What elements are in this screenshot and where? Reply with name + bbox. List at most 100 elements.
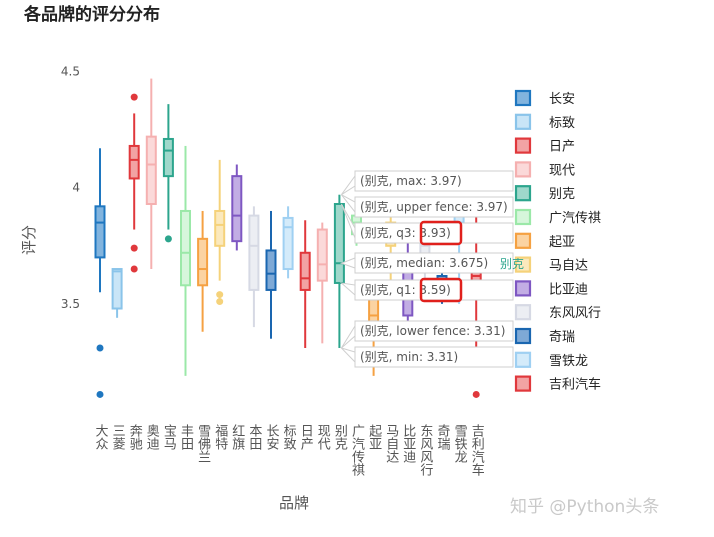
box-雪铁龙[interactable] [282,206,294,279]
legend-swatch [514,208,532,226]
legend-item[interactable]: 日产 [514,137,575,155]
box-series-group[interactable] [94,78,482,398]
outlier-point[interactable] [96,390,104,398]
box-比亚迪[interactable] [231,164,243,251]
x-tick-label: 奇瑞 [435,423,451,450]
x-tick-label: 长安 [264,424,280,450]
legend-label: 长安 [549,92,575,107]
y-tick-label: 4.5 [61,65,80,79]
box-长安[interactable] [94,148,106,398]
legend-label: 东风风行 [549,306,601,321]
outlier-point[interactable] [472,390,480,398]
iqr-box[interactable] [282,216,294,271]
tooltip-trace-label: 别克 [500,257,524,271]
legend-item[interactable]: 长安 [514,89,575,107]
x-tick-label: 日产 [298,424,314,451]
iqr-box[interactable] [162,137,174,178]
legend-item[interactable]: 别克 [514,185,575,202]
box-起亚[interactable] [197,210,209,332]
tooltip-pointer [340,174,356,196]
iqr-box[interactable] [316,228,328,282]
legend-item[interactable]: 吉利汽车 [514,375,601,393]
x-tick-label: 广汽传祺 [349,424,365,477]
tooltip-pointer [339,282,356,297]
tooltip-box [354,170,514,192]
hover-tooltip: (别克, median: 3.675) [339,252,514,274]
outlier-point[interactable] [96,344,104,352]
box-吉利汽车[interactable] [299,220,311,348]
tooltip-text: (别克, upper fence: 3.97) [360,200,508,214]
outlier-point[interactable] [164,235,172,243]
x-tick-label: 大众 [93,424,109,450]
legend-label: 吉利汽车 [549,377,601,393]
iqr-box[interactable] [197,237,209,287]
x-tick-label: 宝马 [161,424,177,450]
legend-label: 日产 [549,140,575,155]
box-标致[interactable] [111,268,123,318]
tooltip-text: (别克, q3: 3.93) [360,226,451,240]
legend-swatch [514,232,532,249]
iqr-box[interactable] [180,209,191,287]
box-现代[interactable] [145,78,157,270]
legend-swatch [514,89,532,107]
box-东风风行[interactable] [248,206,260,328]
legend-item[interactable]: 广汽传祺 [514,208,601,226]
iqr-box[interactable] [265,249,277,291]
box-日产[interactable] [128,93,140,273]
box-奇瑞[interactable] [265,210,277,339]
box-广汽传祺[interactable] [180,145,191,376]
legend-label: 广汽传祺 [549,211,601,226]
x-tick-label: 福特 [212,424,228,450]
iqr-box[interactable] [94,205,106,259]
iqr-box[interactable] [299,251,311,291]
legend-item[interactable]: 马自达 [514,256,588,274]
outlier-point[interactable] [216,298,224,306]
outlier-point[interactable] [130,265,138,273]
x-tick-label: 现代 [315,424,331,451]
box-trace-13[interactable] [316,222,328,344]
outlier-point[interactable] [216,291,224,299]
box-别克[interactable] [162,104,174,243]
legend-label: 奇瑞 [549,329,575,345]
tooltip-box [354,320,514,342]
x-tick-label: 本田 [246,424,262,450]
hover-tooltip: (别克, q3: 3.93) [340,203,514,244]
box-马自达[interactable] [214,159,226,306]
x-tick-label: 三菱 [110,424,126,450]
x-tick-label: 雪佛兰 [195,424,211,463]
box-trace-14[interactable] [333,194,345,348]
tooltip-text: (别克, q1: 3.59) [360,283,451,297]
legend-item[interactable]: 现代 [514,161,575,178]
tooltip-pointer [339,346,356,364]
iqr-box[interactable] [111,268,123,310]
outlier-point[interactable] [130,244,138,252]
x-tick-label: 东风风行 [417,424,433,477]
x-tick-label: 红旗 [229,423,245,451]
iqr-box[interactable] [333,203,345,284]
iqr-box[interactable] [214,209,226,247]
iqr-box[interactable] [231,175,243,243]
legend-item[interactable]: 起亚 [514,232,575,250]
x-tick-label: 吉利汽车 [469,424,485,476]
legend-item[interactable]: 比亚迪 [514,280,588,297]
y-axis-title: 评分 [20,225,38,255]
legend-item[interactable]: 奇瑞 [514,327,575,345]
legend-swatch [514,113,532,130]
legend-item[interactable]: 标致 [514,113,575,131]
tooltip-box [354,346,514,368]
legend-item[interactable]: 东风风行 [514,304,601,321]
legend-swatch [514,304,532,321]
x-tick-label: 奥迪 [144,424,160,451]
legend-item[interactable]: 雪铁龙 [514,351,588,369]
iqr-box[interactable] [145,135,157,205]
iqr-box[interactable] [128,144,140,180]
iqr-box[interactable] [248,214,260,291]
legend-swatch [514,351,532,368]
legend-swatch [514,280,532,297]
x-tick-label: 别克 [332,424,348,451]
hover-tooltip: (别克, upper fence: 3.97) [341,194,514,218]
legend-label: 比亚迪 [549,282,588,297]
outlier-point[interactable] [130,93,138,101]
